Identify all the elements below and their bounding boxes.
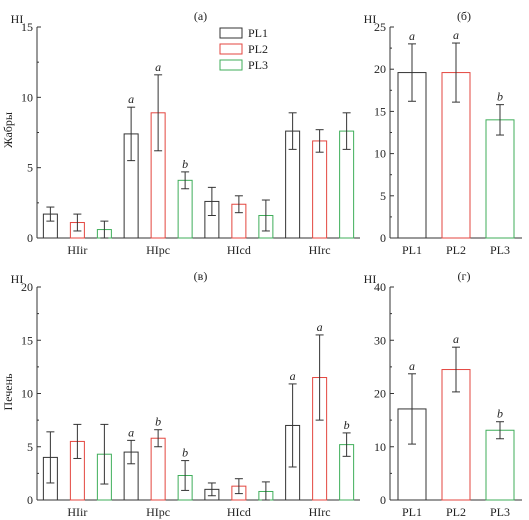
bar [485, 429, 515, 501]
y-tick-label: 10 [374, 440, 386, 454]
x-category-label: HIcd [227, 243, 251, 257]
x-category-label: HIir [67, 243, 87, 257]
x-category-label: HIcd [227, 505, 251, 519]
y-tick-label: 10 [21, 387, 33, 401]
bar [312, 140, 328, 239]
y-tick-label: 5 [27, 161, 33, 175]
panel-label: (б) [457, 9, 471, 23]
significance-label: a [128, 92, 134, 106]
x-category-label: HIpc [146, 505, 170, 519]
significance-label: b [155, 415, 161, 429]
y-axis-label: HI [364, 272, 377, 286]
y-tick-label: 20 [374, 62, 386, 76]
y-tick-label: 10 [21, 90, 33, 104]
y-axis-label: HI [11, 12, 24, 26]
y-tick-label: 0 [380, 493, 386, 507]
significance-label: b [497, 407, 503, 421]
y-tick-label: 15 [21, 333, 33, 347]
y-tick-label: 25 [374, 20, 386, 34]
legend-label: PL2 [248, 42, 268, 56]
x-category-label: PL1 [402, 243, 422, 257]
significance-label: b [344, 418, 350, 432]
row-label-gills: Жабры [1, 112, 15, 148]
y-tick-label: 0 [27, 493, 33, 507]
y-tick-label: 10 [374, 147, 386, 161]
significance-label: b [497, 90, 503, 104]
panel-label: (в) [194, 269, 208, 283]
y-tick-label: 0 [27, 231, 33, 245]
y-tick-label: 5 [27, 440, 33, 454]
significance-label: a [128, 425, 134, 439]
significance-label: a [453, 28, 459, 42]
row-label-liver: Печень [1, 373, 15, 410]
panel-label: (а) [194, 9, 207, 23]
y-tick-label: 15 [374, 104, 386, 118]
y-tick-label: 15 [21, 20, 33, 34]
significance-label: a [409, 29, 415, 43]
significance-label: b [182, 157, 188, 171]
y-axis-label: HI [364, 12, 377, 26]
y-tick-label: 40 [374, 280, 386, 294]
bar [485, 119, 515, 239]
x-category-label: PL3 [490, 243, 510, 257]
significance-label: a [409, 359, 415, 373]
significance-label: a [317, 320, 323, 334]
x-category-label: PL1 [402, 505, 422, 519]
y-tick-label: 20 [374, 387, 386, 401]
x-category-label: PL2 [446, 243, 466, 257]
bar [150, 437, 166, 501]
y-axis-label: HI [11, 272, 24, 286]
x-category-label: HIrc [309, 505, 331, 519]
y-tick-label: 0 [380, 231, 386, 245]
y-tick-label: 20 [21, 280, 33, 294]
y-tick-label: 5 [380, 189, 386, 203]
x-category-label: HIir [67, 505, 87, 519]
legend-swatch [219, 59, 243, 71]
y-tick-label: 30 [374, 333, 386, 347]
legend-label: PL3 [248, 58, 268, 72]
x-category-label: HIpc [146, 243, 170, 257]
x-category-label: PL3 [490, 505, 510, 519]
x-category-label: HIrc [309, 243, 331, 257]
legend-swatch [219, 27, 243, 39]
legend-label: PL1 [248, 26, 268, 40]
x-category-label: PL2 [446, 505, 466, 519]
significance-label: a [155, 60, 161, 74]
legend-swatch [219, 43, 243, 55]
panel-label: (г) [458, 269, 471, 283]
significance-label: a [290, 369, 296, 383]
significance-label: a [453, 332, 459, 346]
significance-label: b [182, 446, 188, 460]
